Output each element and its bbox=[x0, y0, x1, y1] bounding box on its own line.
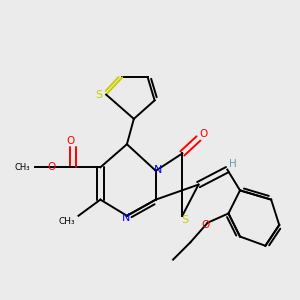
Text: CH₃: CH₃ bbox=[14, 163, 30, 172]
Text: O: O bbox=[66, 136, 74, 146]
Text: H: H bbox=[229, 159, 237, 169]
Text: O: O bbox=[199, 129, 207, 139]
Text: N: N bbox=[154, 165, 162, 175]
Text: O: O bbox=[201, 220, 209, 230]
Text: S: S bbox=[181, 215, 188, 225]
Text: O: O bbox=[48, 162, 56, 172]
Text: CH₃: CH₃ bbox=[58, 217, 75, 226]
Text: S: S bbox=[96, 90, 103, 100]
Text: N: N bbox=[122, 213, 130, 223]
